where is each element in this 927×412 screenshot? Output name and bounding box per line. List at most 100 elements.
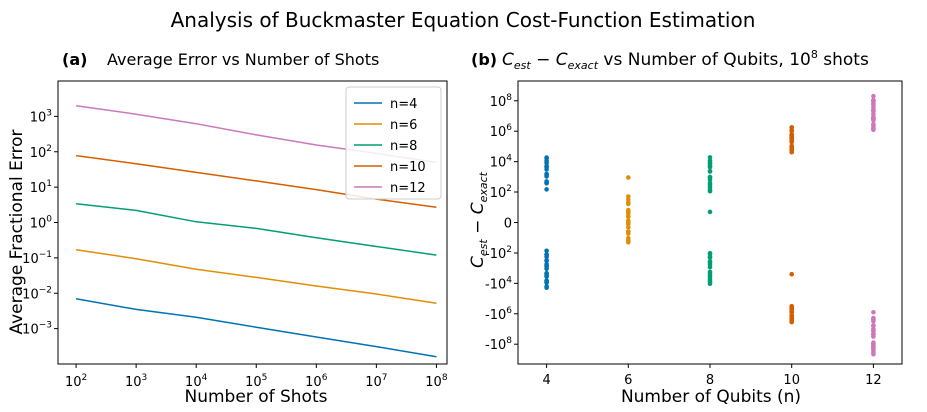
scatter-point-n=8	[707, 209, 713, 215]
scatter-point-n=8	[707, 264, 713, 270]
legend-box	[345, 86, 442, 200]
panel-b-label: (b)	[471, 50, 497, 69]
panel-b-ylabel: Cest − Cexact	[468, 171, 490, 268]
scatter-point-n=12	[871, 328, 876, 333]
x-tick-label: 104	[185, 373, 208, 390]
x-tick-label: 10	[783, 373, 800, 388]
scatter-point-n=6	[626, 221, 631, 227]
x-tick-label: 105	[245, 373, 267, 390]
x-tick-label: 103	[125, 373, 147, 390]
series-line-n=6	[75, 248, 437, 305]
x-tick-label: 8	[706, 373, 714, 388]
scatter-point-n=8	[707, 174, 713, 180]
scatter-point-n=4	[544, 252, 549, 257]
scatter-point-n=8	[707, 158, 713, 163]
scatter-point-n=6	[626, 194, 631, 199]
scatter-point-n=12	[871, 108, 876, 114]
scatter-point-n=8	[707, 281, 713, 287]
series-line-n=4	[75, 297, 437, 358]
figure-suptitle: Analysis of Buckmaster Equation Cost-Fun…	[171, 8, 756, 32]
scatter-point-n=4	[544, 284, 549, 289]
scatter-point-n=8	[707, 169, 713, 174]
panel-a-xlabel: Number of Shots	[185, 387, 328, 407]
scatter-point-n=12	[871, 351, 876, 357]
scatter-point-n=6	[626, 175, 631, 180]
scatter-point-n=8	[707, 180, 713, 186]
y-tick-label: 10−3	[22, 321, 52, 338]
panel-b-title: Cest − Cexact vs Number of Qubits, 108 s…	[502, 48, 869, 72]
x-tick-label: 108	[425, 373, 448, 390]
x-tick-label: 12	[865, 373, 882, 388]
legend-label: n=10	[390, 160, 426, 175]
panel-a-title: Average Error vs Number of Shots	[107, 50, 379, 69]
scatter-point-n=12	[871, 123, 876, 128]
x-tick-label: 102	[65, 373, 87, 390]
scatter-point-n=12	[871, 93, 876, 99]
panel-a: (a) Average Error vs Number of Shots 102…	[7, 50, 448, 407]
scatter-point-n=8	[707, 270, 713, 275]
scatter-point-n=8	[707, 155, 713, 160]
y-tick-label: 106	[490, 123, 513, 140]
legend-label: n=8	[390, 139, 417, 154]
x-tick-label: 106	[305, 373, 328, 390]
y-tick-label: 10−2	[22, 285, 52, 302]
scatter-point-n=4	[544, 179, 549, 184]
scatter-point-n=10	[789, 144, 794, 149]
scatter-point-n=10	[789, 271, 794, 277]
y-tick-label: 101	[30, 179, 52, 196]
scatter-point-n=4	[544, 171, 549, 177]
scatter-point-n=8	[707, 274, 713, 280]
scatter-point-n=6	[626, 201, 631, 207]
scatter-point-n=8	[707, 254, 713, 260]
x-tick-label: 4	[542, 373, 550, 388]
scatter-point-n=10	[789, 125, 794, 130]
y-tick-label: 100	[30, 215, 53, 232]
series-line-n=8	[76, 202, 437, 256]
scatter-point-n=12	[871, 318, 876, 324]
y-tick-label: -108	[485, 336, 512, 353]
scatter-point-n=6	[626, 210, 631, 215]
scatter-point-n=6	[626, 224, 631, 230]
legend-label: n=4	[390, 97, 417, 112]
panel-b-axes-frame	[517, 80, 903, 365]
scatter-point-n=6	[626, 231, 631, 236]
legend: n=4 n=6 n=8 n=10 n=12	[345, 86, 442, 200]
scatter-point-n=4	[544, 266, 549, 272]
legend-label: n=6	[390, 118, 417, 133]
y-tick-label: -104	[485, 275, 512, 292]
scatter-point-n=6	[626, 214, 631, 219]
scatter-point-n=4	[544, 248, 549, 254]
scatter-point-n=4	[544, 187, 549, 192]
scatter-point-n=10	[789, 309, 794, 315]
panel-a-ylabel: Average Fractional Error	[7, 129, 27, 334]
scatter-point-n=12	[871, 334, 876, 339]
scatter-point-n=12	[871, 112, 876, 117]
y-tick-label: 102	[490, 184, 512, 201]
y-tick-label: 0	[504, 217, 512, 232]
y-tick-label: 10−1	[22, 250, 52, 267]
y-tick-label: 108	[490, 93, 513, 110]
scatter-point-n=10	[789, 319, 794, 325]
scatter-point-n=12	[871, 97, 876, 103]
scatter-point-n=12	[871, 323, 876, 329]
x-tick-label: 107	[365, 373, 387, 390]
scatter-point-n=4	[544, 258, 549, 264]
y-tick-label: 102	[30, 144, 52, 161]
panel-a-label: (a)	[62, 50, 87, 69]
panel-b-xlabel: Number of Qubits (n)	[621, 387, 801, 407]
scatter-point-n=4	[544, 274, 549, 279]
scatter-point-n=4	[544, 156, 549, 161]
y-tick-label: -106	[485, 306, 512, 323]
scatter-point-n=4	[544, 262, 549, 267]
scatter-point-n=12	[871, 310, 876, 315]
scatter-point-n=8	[707, 250, 713, 256]
panel-a-plot-area: 102 103 104 105 106 107 108 10−3 10−2 10−1 100 101 1…	[22, 80, 448, 390]
legend-label: n=12	[390, 181, 426, 196]
scatter-point-n=10	[789, 128, 794, 134]
x-tick-label: 6	[624, 373, 632, 388]
panel-b: (b) Cest − Cexact vs Number of Qubits, 1…	[468, 48, 903, 407]
y-tick-label: 103	[30, 108, 52, 125]
panel-b-plot-area: 4 6 8 10 12 -108 -106 -104 -102 0 102 104 106 108	[485, 80, 903, 388]
scatter-point-n=10	[789, 132, 794, 137]
